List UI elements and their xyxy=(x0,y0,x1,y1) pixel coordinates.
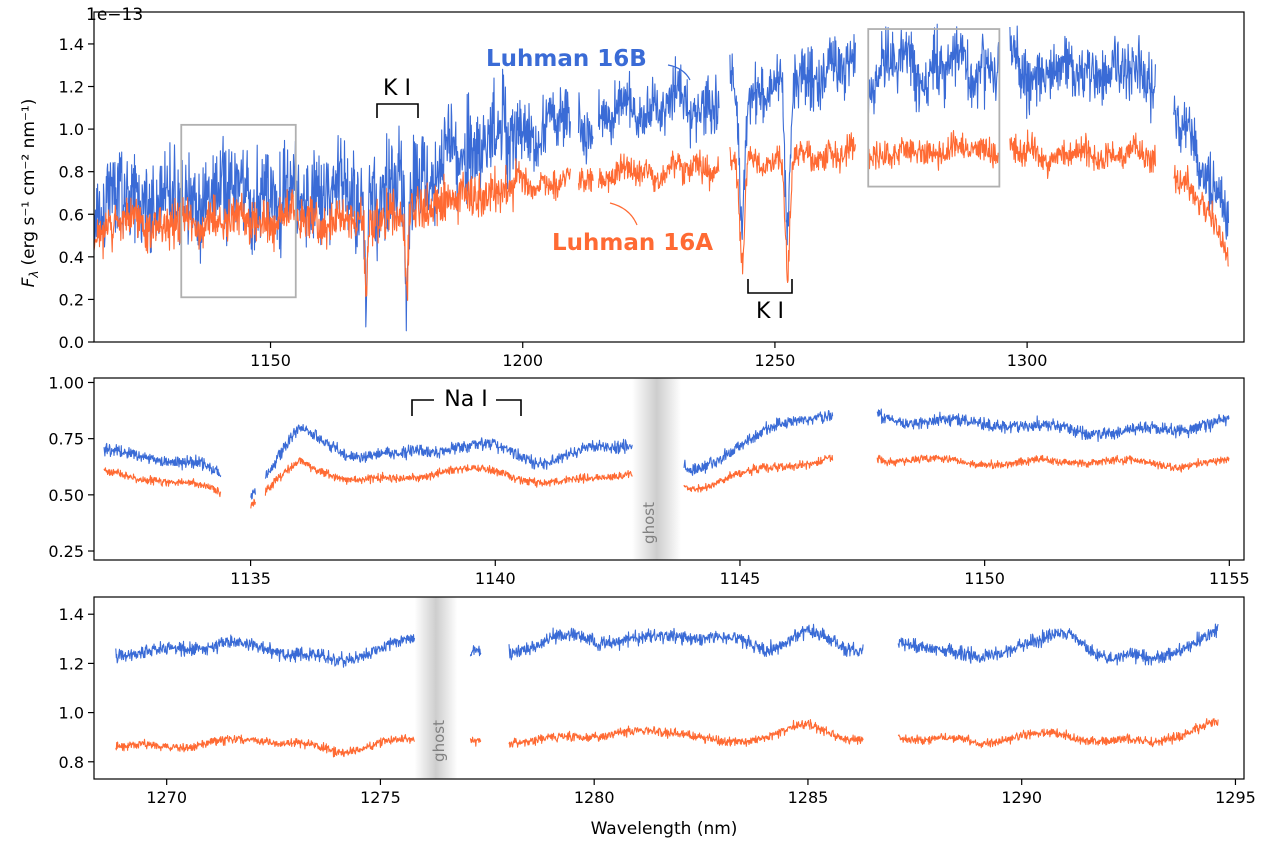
panel-bottom-plot xyxy=(115,623,1219,758)
x-tick-label-middle-1145: 1145 xyxy=(720,569,761,588)
panel-top: K I K I Luhman 16B Luhman 16A 1150 1200 12… xyxy=(59,11,1245,370)
luhman-16b-spectrum-bottom xyxy=(115,623,1219,668)
x-tick-label-bottom-1275: 1275 xyxy=(360,788,401,807)
na-i-bracket xyxy=(411,399,522,416)
y-tick-label-bottom-2: 1.2 xyxy=(59,654,84,673)
k-i-bracket-right xyxy=(747,279,793,294)
y-tick-label-top-0: 0.0 xyxy=(59,333,84,352)
panel-bottom-annotations: ghost xyxy=(430,720,448,762)
zoom-box-2 xyxy=(867,28,1001,188)
k-i-bracket-left xyxy=(376,103,419,118)
y-tick-label-top-4: 0.8 xyxy=(59,163,84,182)
luhman-16b-spectrum-top xyxy=(94,23,1230,332)
luhman-16a-spectrum-top xyxy=(94,129,1229,301)
x-tick-label-bottom-1270: 1270 xyxy=(146,788,187,807)
x-tick-label-middle-1135: 1135 xyxy=(230,569,271,588)
x-tick-label-middle-1155: 1155 xyxy=(1209,569,1250,588)
y-tick-label-top-2: 0.4 xyxy=(59,248,84,267)
y-tick-label-top-1: 0.2 xyxy=(59,290,84,309)
x-tick-label-top-1150: 1150 xyxy=(250,351,291,370)
panel-top-annotations: K I K I Luhman 16B Luhman 16A xyxy=(376,46,793,324)
y-offset-text: 1e−13 xyxy=(86,5,143,25)
ghost-band xyxy=(414,597,458,779)
k-i-label-right: K I xyxy=(756,299,784,324)
luhman-16a-pointer xyxy=(609,202,638,226)
y-tick-label-top-3: 0.6 xyxy=(59,205,84,224)
y-tick-label-middle-1: 0.50 xyxy=(48,486,84,505)
y-tick-label-bottom-3: 1.4 xyxy=(59,605,84,624)
panel-top-axes: 1150 1200 1250 1300 0.0 0.2 0.4 0.6 0.8 1.0 1.2 1.4 xyxy=(59,11,1245,370)
panel-bottom-axes: 1270 1275 1280 1285 1290 1295 0.8 1.0 1.2 1.4 xyxy=(59,596,1256,807)
y-tick-label-top-5: 1.0 xyxy=(59,120,84,139)
panel-middle-annotations: Na I ghost xyxy=(411,387,658,544)
panel-top-plot xyxy=(94,23,1230,332)
x-axis-label: Wavelength (nm) xyxy=(591,819,738,839)
y-axis-label: Fλ (erg s⁻¹ cm⁻² nm⁻¹) xyxy=(19,99,41,288)
x-tick-label-bottom-1295: 1295 xyxy=(1215,788,1256,807)
luhman-16a-label: Luhman 16A xyxy=(552,230,713,256)
y-tick-label-middle-2: 0.75 xyxy=(48,430,84,449)
luhman-16a-spectrum-bottom xyxy=(115,718,1219,758)
axes-frame-top xyxy=(93,11,1245,343)
panel-middle-plot xyxy=(103,408,1230,509)
y-axis-label-subscript: λ xyxy=(27,271,41,279)
ghost-band xyxy=(632,378,682,560)
x-tick-label-top-1250: 1250 xyxy=(755,351,796,370)
y-tick-label-top-7: 1.4 xyxy=(59,35,84,54)
y-tick-label-bottom-0: 0.8 xyxy=(59,753,84,772)
zoom-box-1 xyxy=(180,123,297,299)
axes-frame-bottom xyxy=(93,596,1245,780)
panel-bottom: ghost 1270 1275 1280 1285 1290 12950.81.01.21… xyxy=(59,596,1256,807)
panel-middle-axes: 1135 1140 1145 1150 1155 0.25 0.50 0.75 1.00 xyxy=(48,373,1249,588)
x-tick-label-top-1300: 1300 xyxy=(1007,351,1048,370)
x-tick-label-middle-1150: 1150 xyxy=(964,569,1005,588)
na-i-label: Na I xyxy=(444,387,487,412)
y-tick-label-middle-0: 0.25 xyxy=(48,542,84,561)
ghost-label-middle: ghost xyxy=(640,502,658,544)
luhman-16b-spectrum-middle xyxy=(103,408,1230,500)
panel-bottom-background xyxy=(414,597,458,779)
y-tick-label-middle-3: 1.00 xyxy=(48,373,84,392)
x-tick-label-bottom-1280: 1280 xyxy=(574,788,615,807)
x-tick-label-middle-1140: 1140 xyxy=(475,569,516,588)
ghost-label-bottom: ghost xyxy=(430,720,448,762)
panel-middle: Na I ghost 1135 1140 1145 1150 1155 0.25 0.50 0… xyxy=(48,373,1249,588)
y-axis-label-units: (erg s⁻¹ cm⁻² nm⁻¹) xyxy=(19,99,39,266)
panel-middle-background xyxy=(632,378,682,560)
axes-frame-middle xyxy=(93,377,1245,561)
y-tick-label-bottom-1: 1.0 xyxy=(59,704,84,723)
luhman-16b-pointer xyxy=(667,64,691,81)
luhman-16a-spectrum-middle xyxy=(103,454,1230,509)
luhman-16b-label: Luhman 16B xyxy=(486,46,647,72)
y-axis-label-symbol: F xyxy=(19,277,39,287)
x-tick-label-bottom-1285: 1285 xyxy=(788,788,829,807)
x-tick-label-bottom-1290: 1290 xyxy=(1001,788,1042,807)
x-tick-label-top-1200: 1200 xyxy=(502,351,543,370)
k-i-label-left: K I xyxy=(383,76,411,101)
y-tick-label-top-6: 1.2 xyxy=(59,78,84,97)
